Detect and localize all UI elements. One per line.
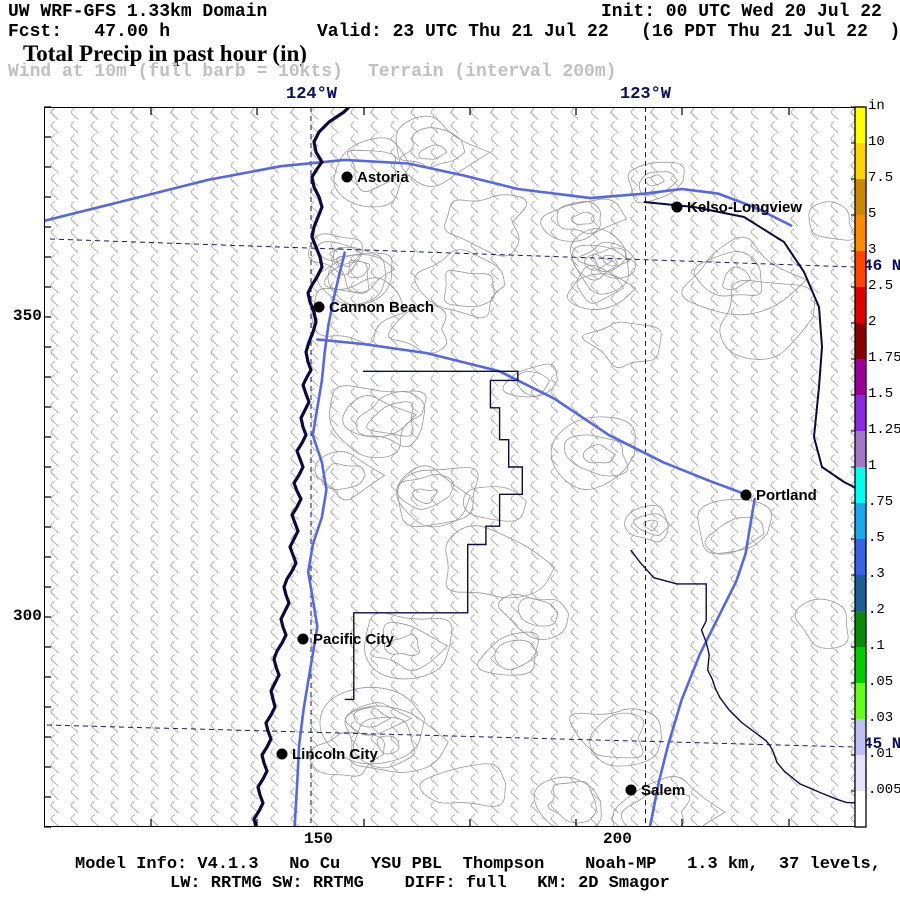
svg-text:Lincoln City: Lincoln City <box>292 746 378 763</box>
svg-text:Astoria: Astoria <box>357 169 409 186</box>
svg-text:Salem: Salem <box>641 782 685 799</box>
svg-text:Cannon Beach: Cannon Beach <box>329 299 434 316</box>
svg-text:Pacific City: Pacific City <box>313 631 395 648</box>
svg-text:Portland: Portland <box>756 487 817 504</box>
svg-text:Kelso-Longview: Kelso-Longview <box>687 199 802 216</box>
